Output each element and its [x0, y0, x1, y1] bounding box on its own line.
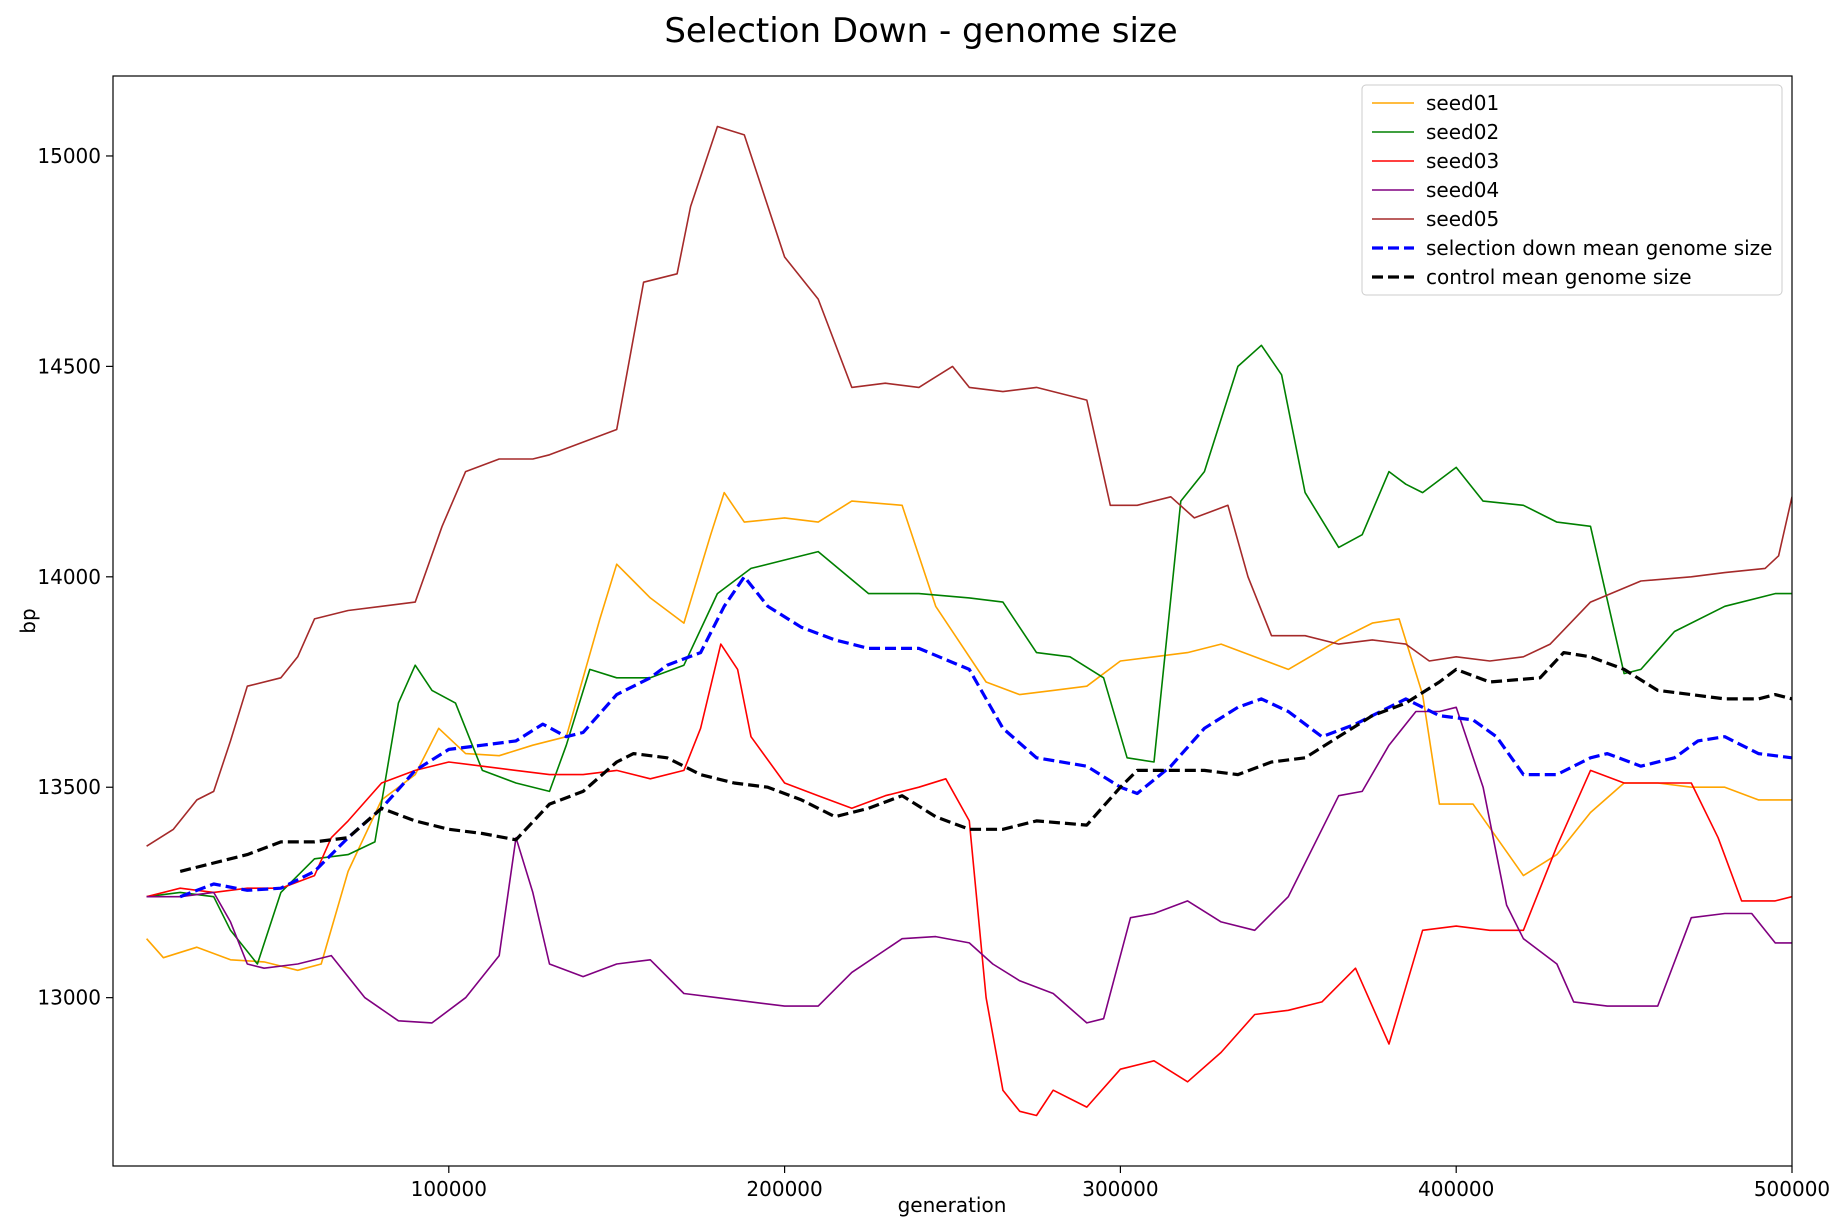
plot-area-frame [112, 75, 1793, 1167]
legend-label: control mean genome size [1426, 265, 1692, 289]
series-line-seed05 [146, 125, 1792, 847]
y-axis-label: bp [16, 608, 40, 633]
x-tick-label: 300000 [1082, 1177, 1158, 1201]
y-tick-label: 14500 [37, 354, 101, 378]
y-tick-label: 13500 [37, 775, 101, 799]
series-line-seed04 [146, 706, 1792, 1024]
chart-title: Selection Down - genome size [664, 11, 1177, 51]
legend-label: seed01 [1426, 91, 1499, 115]
legend: seed01 seed02 seed03 seed04 seed05 selection … [1361, 84, 1783, 296]
x-tick-label: 500000 [1754, 1177, 1830, 1201]
series-layer [146, 125, 1792, 1117]
y-axis-ticks: 13000 13500 14000 14500 15000 [37, 144, 113, 1010]
legend-label: selection down mean genome size [1426, 236, 1772, 260]
x-axis-ticks: 100000 200000 300000 400000 500000 [411, 1166, 1830, 1201]
y-tick-label: 13000 [37, 986, 101, 1010]
y-tick-label: 14000 [37, 565, 101, 589]
x-tick-label: 200000 [746, 1177, 822, 1201]
legend-label: seed04 [1426, 178, 1499, 202]
series-line-control-mean-genome-size [179, 651, 1792, 873]
series-line-selection-down-mean-genome-size [179, 575, 1792, 899]
x-tick-label: 100000 [411, 1177, 487, 1201]
legend-label: seed03 [1426, 149, 1499, 173]
x-tick-label: 400000 [1418, 1177, 1494, 1201]
series-line-seed03 [146, 643, 1792, 1117]
x-axis-label: generation [898, 1193, 1007, 1217]
legend-label: seed02 [1426, 120, 1499, 144]
legend-label: seed05 [1426, 207, 1499, 231]
series-line-seed02 [146, 344, 1792, 965]
legend-frame [1361, 84, 1783, 296]
y-tick-label: 15000 [37, 144, 101, 168]
